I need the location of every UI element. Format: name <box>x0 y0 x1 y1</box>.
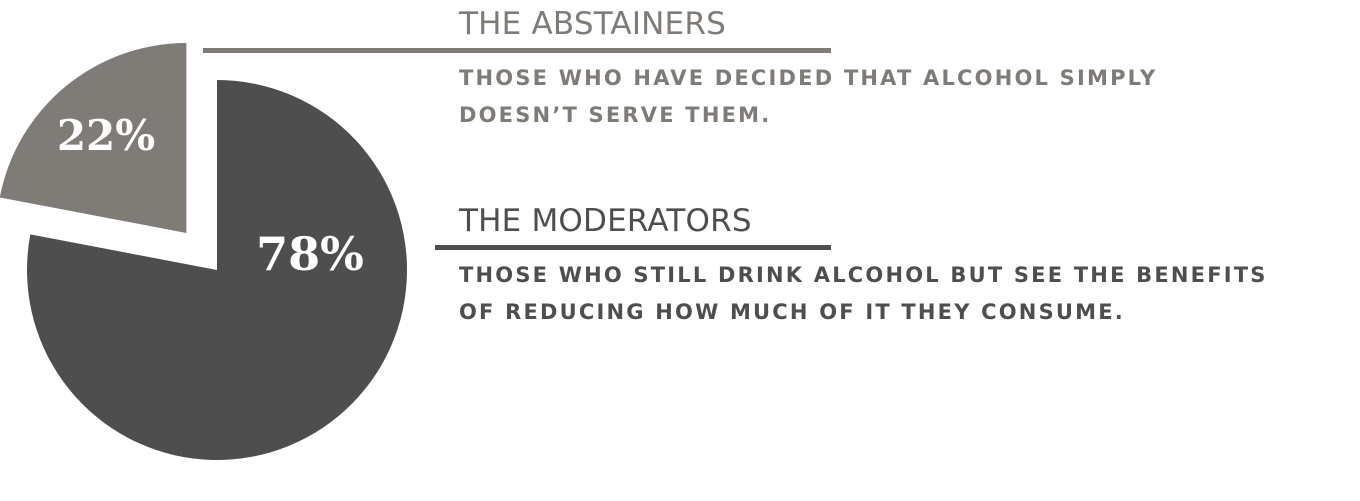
pie-chart: 78% 22% <box>0 43 408 461</box>
abstainers-divider <box>203 48 831 53</box>
abstainers-description: THOSE WHO HAVE DECIDED THAT ALCOHOL SIMP… <box>459 66 1158 127</box>
abstainers-title: THE ABSTAINERS <box>459 6 726 42</box>
moderators-title: THE MODERATORS <box>459 203 752 239</box>
pie-label-abstainers: 22% <box>57 111 155 160</box>
pie-slice-abstainers <box>0 43 187 234</box>
moderators-description: THOSE WHO STILL DRINK ALCOHOL BUT SEE TH… <box>459 263 1268 324</box>
pie-label-moderators: 78% <box>256 227 364 281</box>
pie-slice-moderators <box>27 80 408 461</box>
moderators-divider <box>435 245 831 250</box>
